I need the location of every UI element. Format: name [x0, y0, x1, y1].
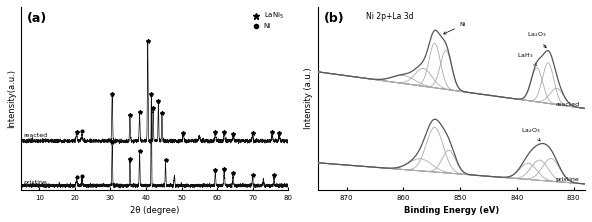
Text: pristine: pristine [556, 177, 580, 182]
Text: La$_2$O$_3$: La$_2$O$_3$ [527, 30, 546, 48]
Text: (b): (b) [324, 12, 345, 26]
Text: (a): (a) [27, 12, 47, 26]
Text: reacted: reacted [555, 102, 580, 107]
Text: LaH$_3$: LaH$_3$ [517, 52, 536, 65]
Legend: LaNi$_5$, Ni: LaNi$_5$, Ni [249, 10, 285, 30]
Text: reacted: reacted [23, 133, 47, 139]
Text: La$_2$O$_3$: La$_2$O$_3$ [522, 127, 541, 141]
Text: pristine: pristine [23, 180, 47, 185]
Text: Ni: Ni [443, 22, 466, 34]
Y-axis label: Intensity(a.u.): Intensity(a.u.) [7, 69, 16, 128]
Text: Ni 2p+La 3d: Ni 2p+La 3d [366, 12, 414, 22]
X-axis label: 2θ (degree): 2θ (degree) [130, 206, 179, 215]
X-axis label: Binding Energy (eV): Binding Energy (eV) [404, 206, 499, 215]
Y-axis label: Intensity (a.u.): Intensity (a.u.) [304, 67, 313, 129]
